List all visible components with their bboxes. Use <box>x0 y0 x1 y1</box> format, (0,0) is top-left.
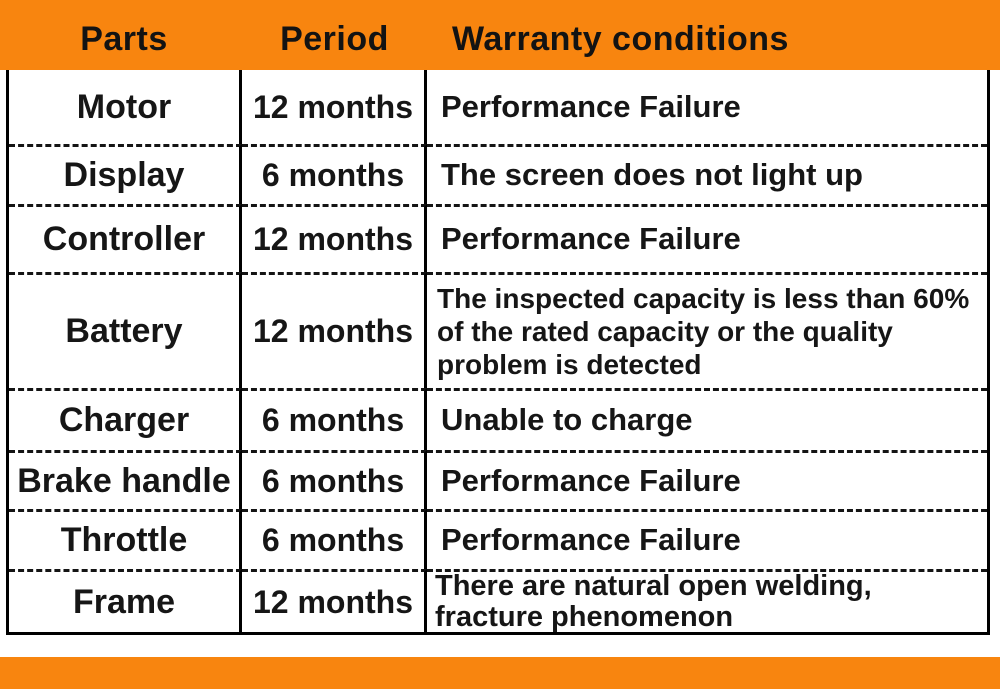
warranty-period: 6 months <box>242 509 427 569</box>
table-row-throttle: Throttle 6 months Performance Failure <box>9 509 987 569</box>
header-bar: Parts Period Warranty conditions <box>0 0 1000 70</box>
warranty-condition: The screen does not light up <box>427 144 987 204</box>
warranty-condition: The inspected capacity is less than 60% … <box>427 272 987 388</box>
part-name: Controller <box>9 204 242 272</box>
table-row-motor: Motor 12 months Performance Failure <box>9 70 987 144</box>
part-name: Display <box>9 144 242 204</box>
part-name: Throttle <box>9 509 242 569</box>
footer-bar <box>0 657 1000 689</box>
warranty-condition: Performance Failure <box>427 450 987 509</box>
warranty-period: 6 months <box>242 450 427 509</box>
warranty-period: 12 months <box>242 569 427 632</box>
part-name: Charger <box>9 388 242 450</box>
column-header-period: Period <box>280 19 389 58</box>
warranty-period: 12 months <box>242 272 427 388</box>
table-row-charger: Charger 6 months Unable to charge <box>9 388 987 450</box>
column-header-parts: Parts <box>80 19 168 58</box>
part-name: Frame <box>9 569 242 632</box>
column-header-conditions: Warranty conditions <box>452 19 789 58</box>
table-row-brake-handle: Brake handle 6 months Performance Failur… <box>9 450 987 509</box>
warranty-condition: Unable to charge <box>427 388 987 450</box>
part-name: Battery <box>9 272 242 388</box>
table-row-battery: Battery 12 months The inspected capacity… <box>9 272 987 388</box>
table-row-display: Display 6 months The screen does not lig… <box>9 144 987 204</box>
warranty-condition: There are natural open welding, fracture… <box>427 569 987 633</box>
part-name: Motor <box>9 70 242 144</box>
warranty-condition: Performance Failure <box>427 204 987 272</box>
warranty-condition: Performance Failure <box>427 509 987 569</box>
warranty-period: 6 months <box>242 144 427 204</box>
table-row-frame: Frame 12 months There are natural open w… <box>9 569 987 633</box>
warranty-period: 12 months <box>242 70 427 144</box>
warranty-period: 6 months <box>242 388 427 450</box>
warranty-period: 12 months <box>242 204 427 272</box>
table-row-controller: Controller 12 months Performance Failure <box>9 204 987 272</box>
warranty-table: Motor 12 months Performance Failure Disp… <box>6 70 990 635</box>
part-name: Brake handle <box>9 450 242 509</box>
warranty-condition: Performance Failure <box>441 88 741 124</box>
